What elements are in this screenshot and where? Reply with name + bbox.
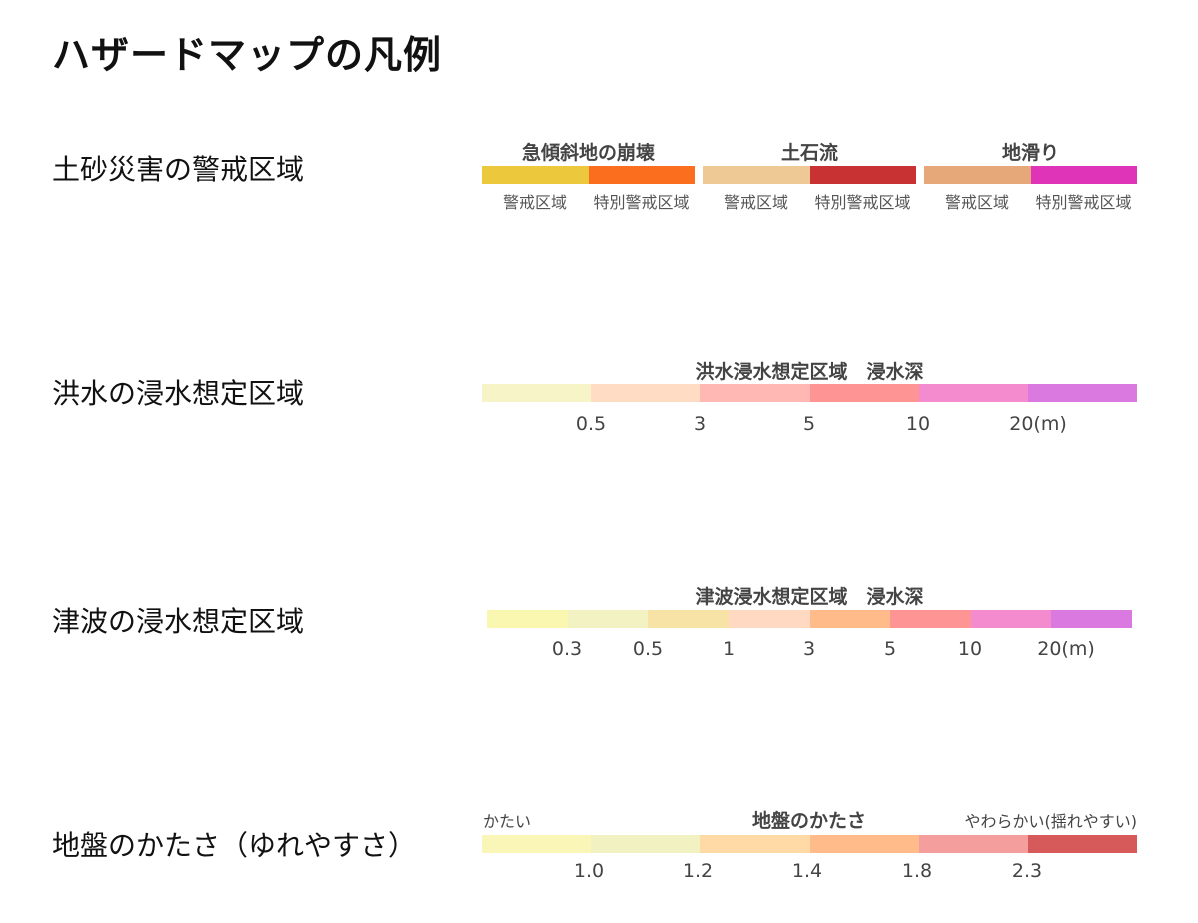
tsunami-tick-label: 0.5: [632, 638, 664, 660]
tsunami-scale-title: 津波浸水想定区域 浸水深: [695, 586, 924, 608]
steep-slope-warning-swatch: [482, 166, 589, 184]
flood-tick-label: 0.5: [575, 413, 607, 435]
steep-slope-special-swatch: [588, 166, 695, 184]
landslip-bar: [924, 166, 1137, 184]
ground-hardness-swatch: [809, 835, 919, 853]
ground-scale-title: 地盤のかたさ: [751, 810, 866, 832]
tsunami-depth-swatch: [809, 610, 891, 628]
tsunami-depth-bar: [487, 610, 1132, 628]
flood-tick-label: 5: [802, 413, 816, 435]
ground-hardness-swatch: [482, 835, 592, 853]
tsunami-depth-swatch: [567, 610, 649, 628]
flood-tick-label: 10: [905, 413, 931, 435]
flood-depth-swatch: [700, 384, 810, 402]
ground-tick-label: 1.2: [682, 860, 714, 882]
ground-hardness-bar: [482, 835, 1138, 853]
debris-flow-title: 土石流: [780, 142, 838, 164]
ground-section-label: 地盤のかたさ（ゆれやすさ）: [52, 829, 417, 862]
ground-tick-label: 1.8: [901, 860, 933, 882]
tsunami-depth-swatch: [1051, 610, 1132, 628]
tsunami-depth-swatch: [728, 610, 810, 628]
landslip-special-label: 特別警戒区域: [1035, 193, 1132, 212]
debris-flow-warning-label: 警戒区域: [723, 193, 788, 212]
tsunami-tick-label: 3: [802, 638, 816, 660]
flood-depth-swatch: [809, 384, 919, 402]
tsunami-tick-label: 1: [722, 638, 736, 660]
ground-tick-label: 1.0: [573, 860, 605, 882]
flood-depth-swatch: [1027, 384, 1138, 402]
debris-flow-special-label: 特別警戒区域: [814, 193, 911, 212]
flood-tick-label: 20(m): [1009, 413, 1067, 435]
tsunami-tick-label: 5: [883, 638, 897, 660]
flood-section-label: 洪水の浸水想定区域: [52, 377, 305, 410]
ground-hardness-swatch: [591, 835, 701, 853]
tsunami-section-label: 津波の浸水想定区域: [52, 605, 305, 638]
ground-hard-label: かたい: [483, 812, 532, 831]
flood-scale-title: 洪水浸水想定区域 浸水深: [695, 361, 924, 383]
landslide-section-label: 土砂災害の警戒区域: [52, 153, 305, 186]
ground-hardness-swatch: [700, 835, 810, 853]
page-title: ハザードマップの凡例: [52, 33, 443, 77]
flood-depth-swatch: [918, 384, 1028, 402]
ground-hardness-swatch: [1027, 835, 1138, 853]
tsunami-tick-label: 20(m): [1037, 638, 1095, 660]
debris-flow-warning-swatch: [703, 166, 810, 184]
debris-flow-bar: [703, 166, 916, 184]
flood-depth-swatch: [482, 384, 592, 402]
flood-depth-swatch: [591, 384, 701, 402]
steep-slope-title: 急傾斜地の崩壊: [521, 142, 655, 164]
steep-slope-special-label: 特別警戒区域: [593, 193, 690, 212]
tsunami-depth-swatch: [970, 610, 1052, 628]
landslip-warning-swatch: [924, 166, 1031, 184]
flood-tick-label: 3: [693, 413, 707, 435]
flood-depth-bar: [482, 384, 1138, 402]
landslip-title: 地滑り: [1001, 142, 1059, 164]
steep-slope-bar: [482, 166, 695, 184]
landslip-warning-label: 警戒区域: [944, 193, 1009, 212]
ground-tick-label: 2.3: [1011, 860, 1043, 882]
tsunami-depth-swatch: [890, 610, 971, 628]
tsunami-tick-label: 0.3: [551, 638, 583, 660]
tsunami-depth-swatch: [487, 610, 568, 628]
tsunami-depth-swatch: [648, 610, 729, 628]
ground-soft-label: やわらかい(揺れやすい): [964, 812, 1138, 831]
ground-tick-label: 1.4: [791, 860, 823, 882]
debris-flow-special-swatch: [809, 166, 916, 184]
steep-slope-warning-label: 警戒区域: [502, 193, 567, 212]
tsunami-tick-label: 10: [957, 638, 983, 660]
ground-hardness-swatch: [918, 835, 1028, 853]
landslip-special-swatch: [1030, 166, 1137, 184]
